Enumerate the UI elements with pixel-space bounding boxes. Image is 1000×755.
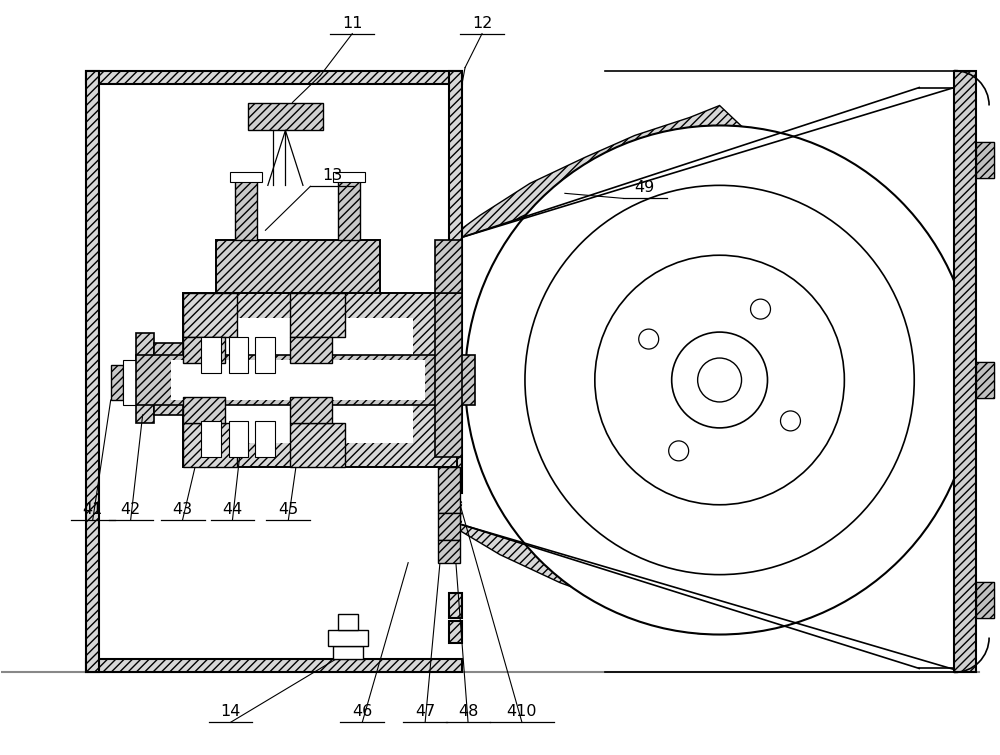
Bar <box>86 70 99 673</box>
Circle shape <box>669 441 689 461</box>
Text: 43: 43 <box>173 502 193 516</box>
Bar <box>86 70 462 84</box>
Text: 410: 410 <box>507 704 537 720</box>
Bar <box>976 581 994 618</box>
FancyBboxPatch shape <box>201 337 221 373</box>
Bar <box>248 103 323 131</box>
Bar <box>333 646 363 659</box>
Bar <box>86 659 462 673</box>
FancyBboxPatch shape <box>229 337 248 373</box>
Circle shape <box>672 332 768 428</box>
Polygon shape <box>462 88 954 668</box>
Bar <box>338 178 360 240</box>
Bar <box>123 360 136 405</box>
Bar <box>338 614 358 630</box>
Circle shape <box>780 411 800 431</box>
FancyBboxPatch shape <box>229 421 248 457</box>
Bar <box>438 540 460 562</box>
Bar <box>171 360 425 400</box>
FancyBboxPatch shape <box>201 421 221 457</box>
Bar <box>111 365 123 400</box>
Bar <box>206 318 413 443</box>
Text: 41: 41 <box>83 502 103 516</box>
Bar <box>449 593 462 618</box>
Text: 13: 13 <box>322 168 342 183</box>
Bar <box>183 293 237 337</box>
Text: 44: 44 <box>222 502 243 516</box>
Bar <box>136 355 475 405</box>
Bar <box>99 84 449 659</box>
Bar <box>976 581 994 618</box>
Text: 47: 47 <box>415 704 435 720</box>
Bar <box>328 630 368 646</box>
Bar <box>136 333 154 423</box>
Circle shape <box>595 255 844 505</box>
Bar <box>438 467 460 513</box>
Bar <box>449 70 462 493</box>
Bar <box>435 293 462 457</box>
Text: 49: 49 <box>635 180 655 196</box>
Polygon shape <box>450 497 755 633</box>
Text: 48: 48 <box>458 704 478 720</box>
Circle shape <box>698 358 742 402</box>
Bar <box>290 293 345 337</box>
Circle shape <box>639 329 659 349</box>
Bar <box>235 178 257 240</box>
Bar <box>290 397 332 423</box>
Bar <box>438 513 460 540</box>
Polygon shape <box>450 106 785 263</box>
Bar <box>435 240 462 293</box>
Bar <box>976 362 994 398</box>
Bar <box>183 423 237 467</box>
Text: 14: 14 <box>220 704 241 720</box>
Bar <box>183 293 457 467</box>
Circle shape <box>525 186 914 575</box>
Bar <box>333 172 365 183</box>
Bar <box>230 172 262 183</box>
Circle shape <box>465 125 974 634</box>
Bar <box>976 143 994 178</box>
FancyBboxPatch shape <box>255 337 275 373</box>
Bar <box>216 240 380 293</box>
Bar <box>449 621 462 643</box>
Bar <box>183 337 225 363</box>
Text: 42: 42 <box>121 502 141 516</box>
Bar <box>976 143 994 178</box>
Text: 12: 12 <box>472 16 492 31</box>
Bar <box>954 70 976 673</box>
Bar <box>976 362 994 398</box>
FancyBboxPatch shape <box>255 421 275 457</box>
Circle shape <box>751 299 771 319</box>
Bar <box>290 423 345 467</box>
Text: 46: 46 <box>352 704 372 720</box>
Bar <box>290 337 332 363</box>
Text: 45: 45 <box>278 502 299 516</box>
Bar <box>154 343 183 415</box>
Bar <box>183 397 225 423</box>
Text: 11: 11 <box>342 16 363 31</box>
